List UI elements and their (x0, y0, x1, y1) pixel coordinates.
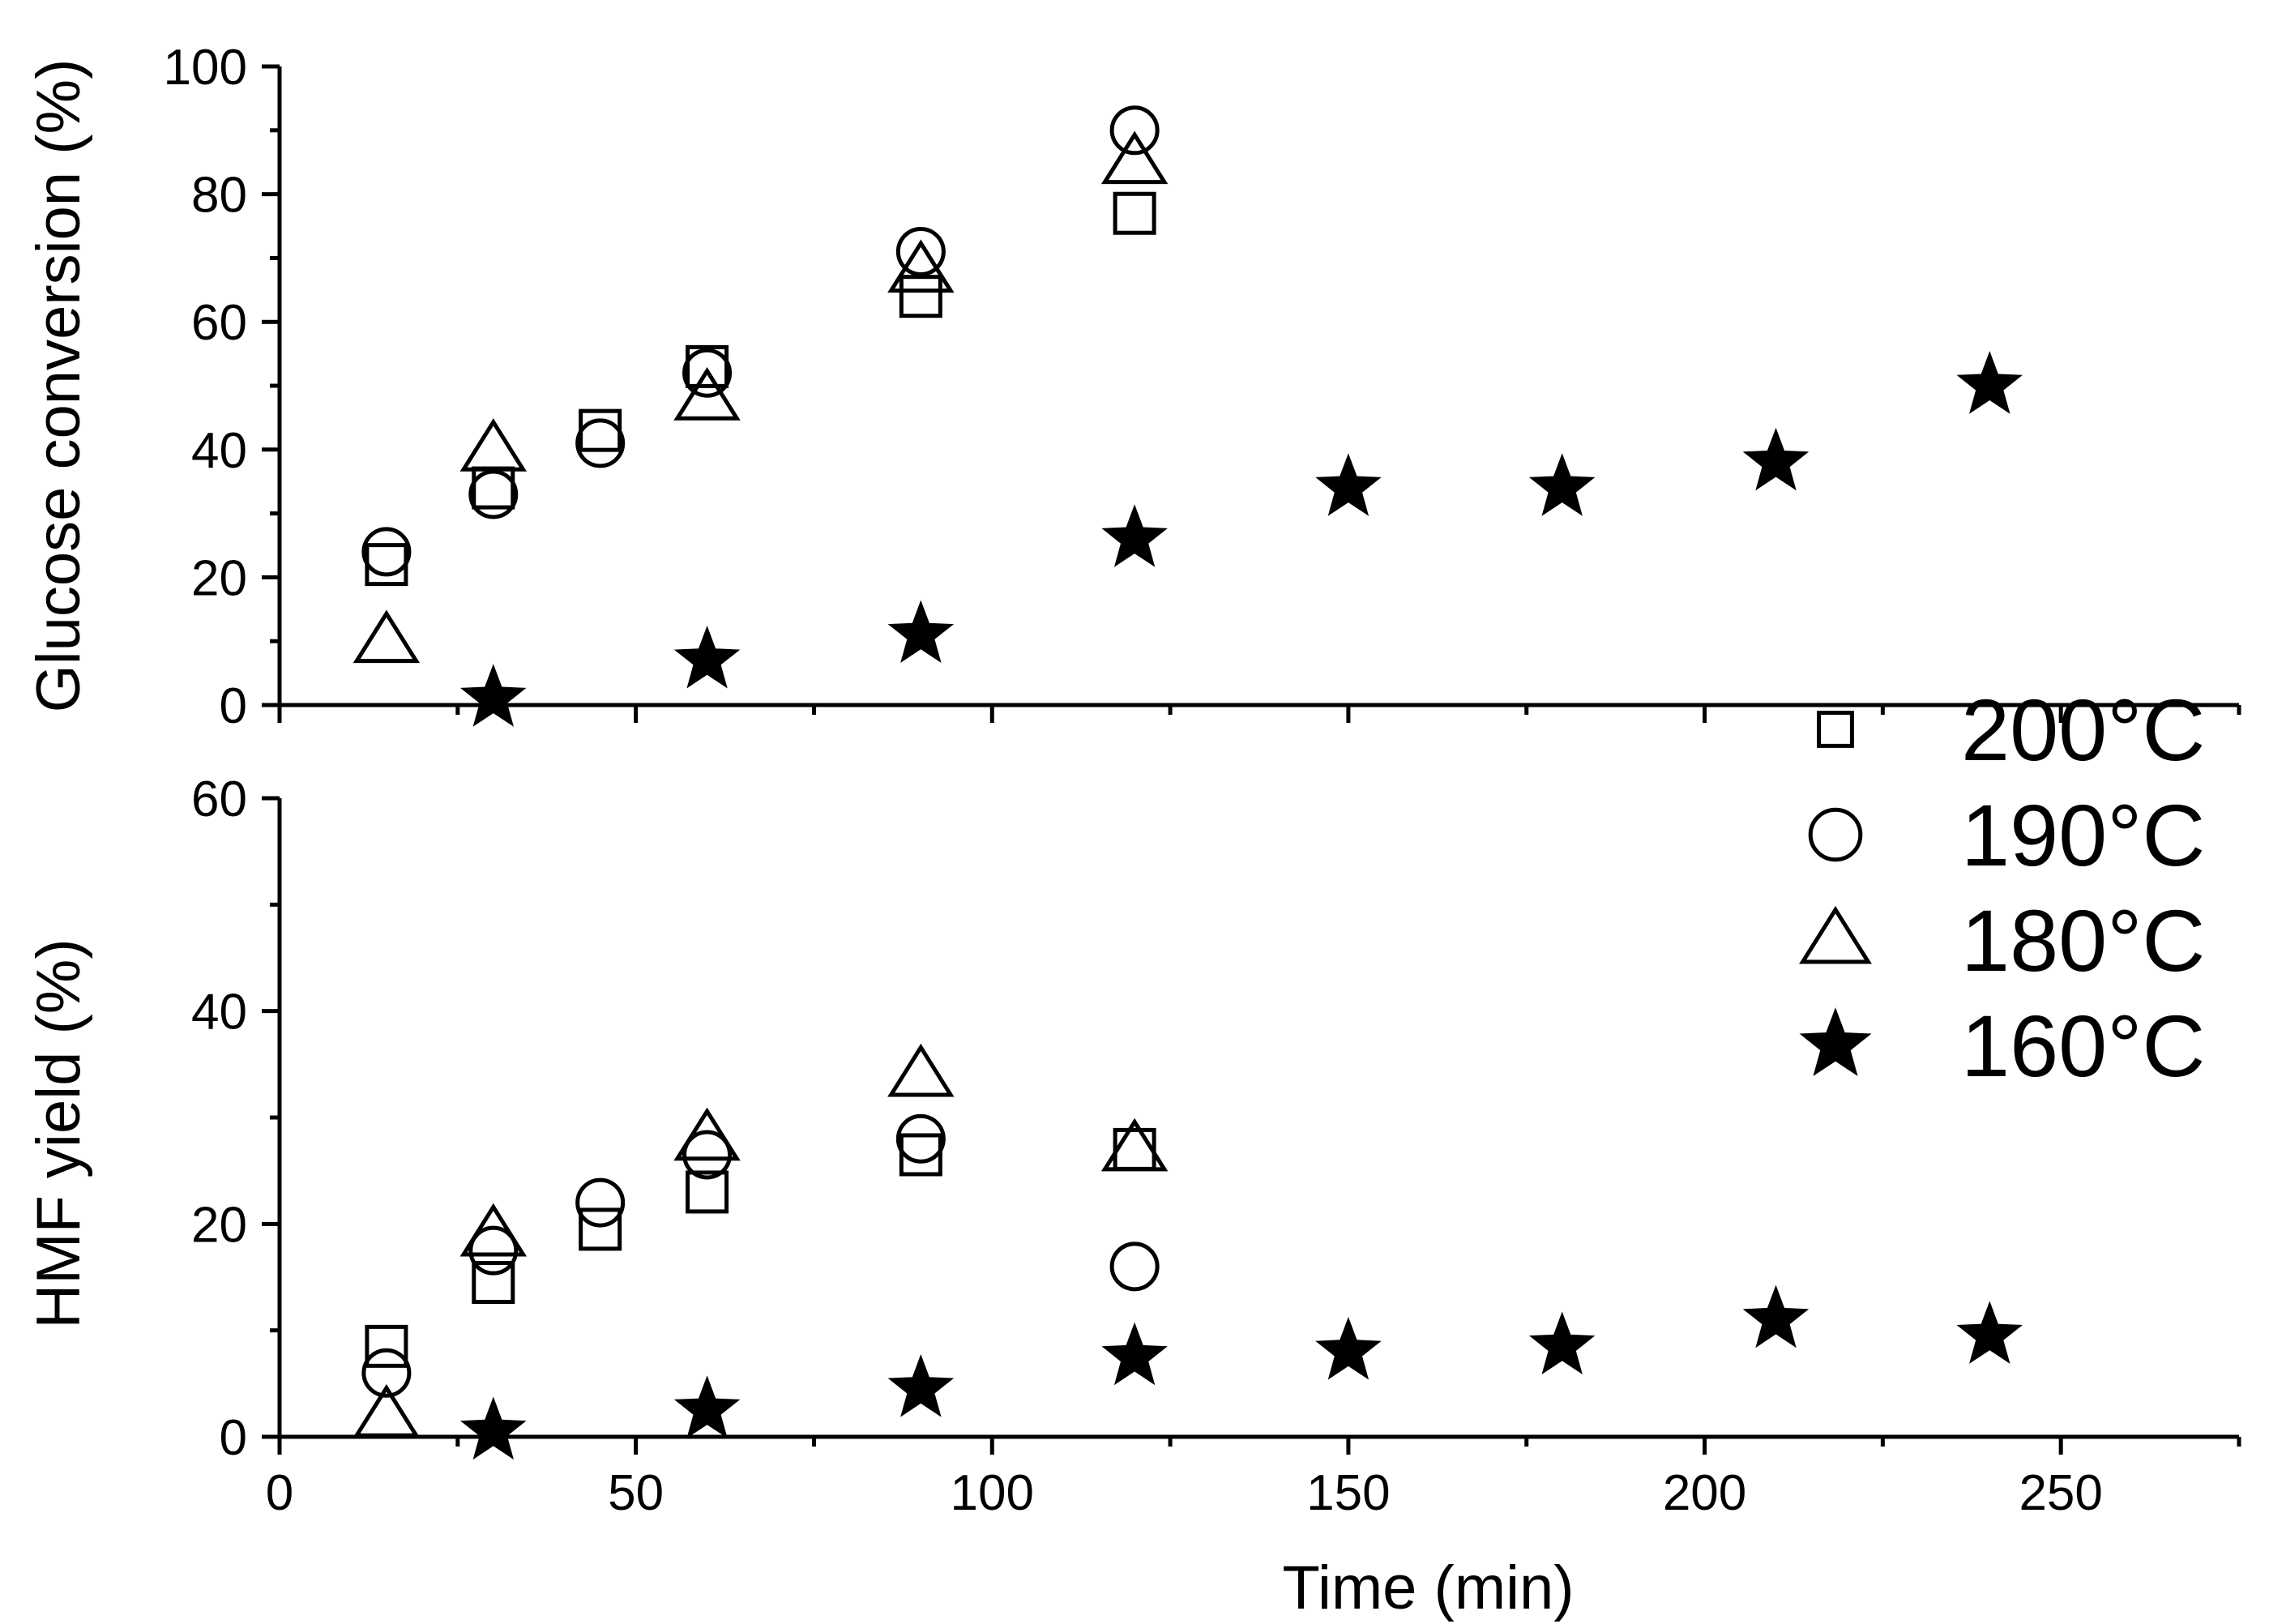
conversion-point-star (1528, 453, 1596, 516)
conversion-point-circle (575, 418, 626, 468)
yield-y-tick-label: 60 (191, 771, 247, 827)
yield-point-square (472, 1261, 515, 1305)
yield-point-circle (682, 1130, 733, 1180)
yield-point-triangle (459, 1203, 528, 1257)
conversion-point-circle (682, 348, 733, 398)
conversion-point-star (1956, 351, 2023, 414)
conversion-point-circle (361, 527, 412, 577)
conversion-point-star (1315, 453, 1382, 516)
conversion-point-triangle (353, 609, 421, 664)
yield-x-tick-label: 100 (951, 1465, 1034, 1521)
conversion-y-tick-label: 100 (164, 40, 247, 96)
yield-point-star (1956, 1301, 2023, 1364)
conversion-point-triangle (1100, 130, 1169, 185)
conversion-y-axis-title: Glucose conversion (%) (24, 59, 93, 713)
conversion-y-tick-label: 40 (191, 423, 247, 479)
yield-point-circle (1109, 1242, 1160, 1292)
yield-x-tick-label: 200 (1663, 1465, 1746, 1521)
yield-point-triangle (353, 1384, 421, 1438)
yield-point-star (1528, 1311, 1596, 1375)
yield-point-circle (895, 1113, 946, 1164)
legend-label: 160°C (1961, 997, 2205, 1095)
conversion-point-square (579, 408, 622, 452)
legend-marker-star (1799, 1007, 1872, 1076)
yield-point-square (899, 1133, 942, 1177)
yield-x-tick-label: 0 (266, 1465, 293, 1521)
conversion-point-square (686, 344, 729, 388)
yield-point-square (579, 1207, 622, 1251)
conversion-point-triangle (459, 418, 528, 472)
yield-point-star (1315, 1317, 1382, 1380)
yield-point-triangle (887, 1043, 955, 1097)
conversion-point-triangle (887, 239, 955, 293)
conversion-y-tick-label: 80 (191, 168, 247, 224)
conversion-point-star (673, 625, 741, 689)
legend-marker-triangle (1799, 905, 1872, 964)
yield-point-star (459, 1396, 527, 1460)
conversion-point-circle (895, 227, 946, 277)
yield-point-triangle (1100, 1118, 1169, 1172)
yield-point-circle (575, 1177, 626, 1228)
yield-point-star (887, 1354, 955, 1417)
yield-point-star (1101, 1322, 1168, 1386)
yield-x-tick-label: 150 (1306, 1465, 1390, 1521)
yield-y-tick-label: 0 (220, 1410, 247, 1466)
legend-label: 200°C (1961, 681, 2205, 779)
legend-marker-square (1817, 711, 1854, 748)
yield-x-tick-label: 50 (608, 1465, 664, 1521)
yield-point-circle (468, 1225, 519, 1276)
yield-point-triangle (673, 1107, 741, 1161)
yield-point-star (1742, 1284, 1810, 1348)
yield-y-tick-label: 40 (191, 985, 247, 1041)
x-axis-title: Time (min) (1282, 1553, 1574, 1622)
legend-label: 180°C (1961, 891, 2205, 989)
yield-x-tick-label: 250 (2019, 1465, 2102, 1521)
yield-point-square (686, 1170, 729, 1214)
conversion-point-square (365, 543, 408, 587)
legend-marker-circle (1808, 807, 1863, 862)
conversion-point-star (887, 600, 955, 664)
conversion-y-tick-label: 0 (220, 678, 247, 734)
legend-label: 190°C (1961, 786, 2205, 884)
yield-point-circle (361, 1348, 412, 1398)
yield-point-square (1113, 1127, 1156, 1171)
yield-y-tick-label: 20 (191, 1197, 247, 1253)
conversion-point-star (1742, 427, 1810, 491)
conversion-point-square (899, 275, 942, 318)
conversion-point-triangle (673, 367, 741, 421)
yield-point-star (673, 1375, 741, 1438)
yield-point-square (365, 1324, 408, 1368)
conversion-point-star (459, 664, 527, 727)
conversion-y-tick-label: 60 (191, 295, 247, 351)
yield-y-axis-title: HMF yield (%) (24, 938, 93, 1328)
conversion-point-star (1101, 504, 1168, 567)
conversion-point-square (1113, 191, 1156, 235)
conversion-point-circle (468, 469, 519, 519)
conversion-y-tick-label: 20 (191, 550, 247, 606)
conversion-point-circle (1109, 105, 1160, 156)
